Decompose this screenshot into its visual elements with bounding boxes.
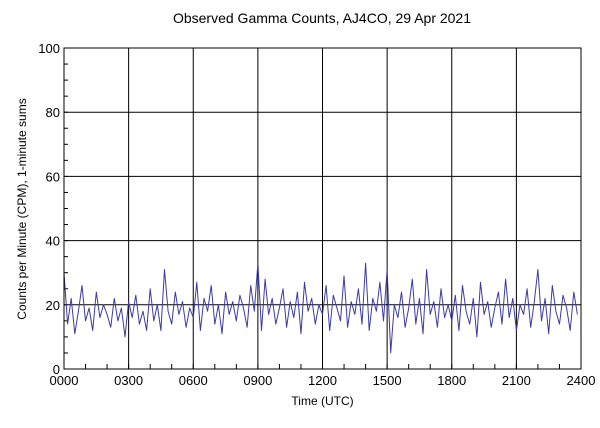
x-tick-label: 1200	[308, 373, 337, 388]
y-tick-label: 0	[53, 362, 60, 377]
y-tick-label: 40	[46, 234, 60, 249]
x-tick-label: 0000	[50, 373, 79, 388]
x-tick-label: 2100	[502, 373, 531, 388]
x-tick-label: 1800	[437, 373, 466, 388]
chart-title: Observed Gamma Counts, AJ4CO, 29 Apr 202…	[172, 10, 472, 26]
y-tick-label: 20	[46, 298, 60, 313]
x-axis-label: Time (UTC)	[291, 394, 354, 408]
y-tick-label: 80	[46, 105, 60, 120]
x-tick-label: 2400	[567, 373, 596, 388]
plot-frame	[63, 47, 582, 370]
x-tick-label: 0900	[243, 373, 272, 388]
x-tick-label: 0600	[179, 373, 208, 388]
x-tick-label: 0300	[114, 373, 143, 388]
y-axis-label: Counts per Minute (CPM), 1-minute sums	[15, 98, 29, 320]
y-tick-label: 100	[38, 41, 60, 56]
gamma-count-series-line	[63, 262, 578, 354]
x-tick-label: 1500	[373, 373, 402, 388]
y-tick-label: 60	[46, 169, 60, 184]
